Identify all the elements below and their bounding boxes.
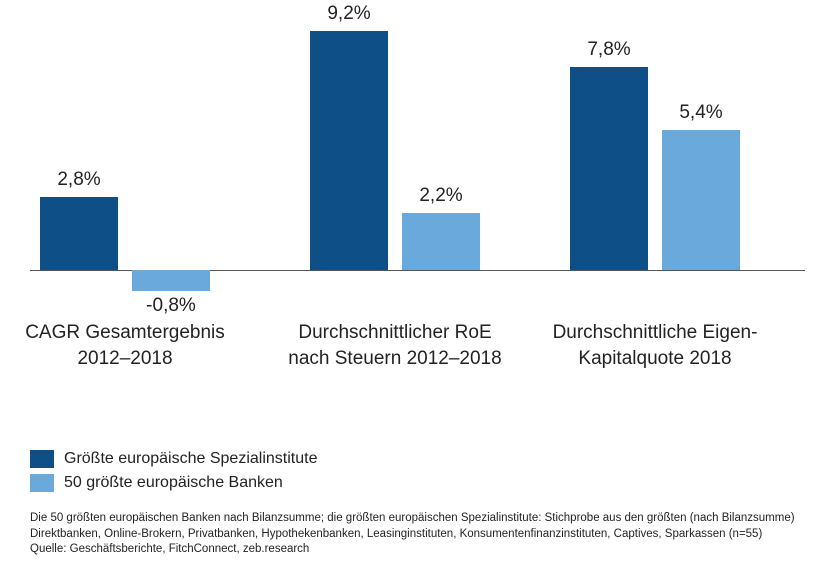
category-label-2-line1: Durchschnittliche Eigen- xyxy=(553,322,758,343)
bar-0-series-0 xyxy=(40,197,118,270)
category-label-0-line2: 2012–2018 xyxy=(77,348,172,369)
bar-2-series-1 xyxy=(662,130,740,270)
bar-label-1-1: 2,2% xyxy=(391,185,491,207)
legend-text-1: 50 größte europäische Banken xyxy=(64,474,283,492)
bar-1-series-1 xyxy=(402,213,480,270)
legend-swatch-0 xyxy=(30,450,54,468)
bar-label-2-1: 5,4% xyxy=(651,102,751,124)
chart-area: 2,8% -0,8% 9,2% 2,2% 7,8% 5,4% CAGR Gesa… xyxy=(30,10,805,380)
footnote-line2: Direktbanken, Online-Brokern, Privatbank… xyxy=(30,528,762,540)
legend-text-0: Größte europäische Spezialinstitute xyxy=(64,450,317,468)
legend-swatch-1 xyxy=(30,474,54,492)
bar-label-1-0: 9,2% xyxy=(299,3,399,25)
bar-label-0-1: -0,8% xyxy=(121,295,221,317)
legend: Größte europäische Spezialinstitute 50 g… xyxy=(30,450,317,498)
bar-label-0-0: 2,8% xyxy=(29,169,129,191)
category-label-1-line2: nach Steuern 2012–2018 xyxy=(288,348,501,369)
footnote-line3: Quelle: Geschäftsberichte, FitchConnect,… xyxy=(30,543,309,555)
bar-label-2-0: 7,8% xyxy=(559,39,659,61)
category-label-2: Durchschnittliche Eigen- Kapitalquote 20… xyxy=(535,320,775,371)
category-label-0-line1: CAGR Gesamtergebnis xyxy=(25,322,225,343)
category-label-2-line2: Kapitalquote 2018 xyxy=(578,348,731,369)
category-label-1-line1: Durchschnittlicher RoE xyxy=(298,322,491,343)
legend-item-1: 50 größte europäische Banken xyxy=(30,474,317,492)
category-label-1: Durchschnittlicher RoE nach Steuern 2012… xyxy=(275,320,515,371)
category-label-0: CAGR Gesamtergebnis 2012–2018 xyxy=(5,320,245,371)
legend-item-0: Größte europäische Spezialinstitute xyxy=(30,450,317,468)
footnote-line1: Die 50 größten europäischen Banken nach … xyxy=(30,512,795,524)
footnote: Die 50 größten europäischen Banken nach … xyxy=(30,511,820,558)
bar-2-series-0 xyxy=(570,67,648,270)
bar-1-series-0 xyxy=(310,31,388,270)
bar-0-series-1 xyxy=(132,270,210,291)
